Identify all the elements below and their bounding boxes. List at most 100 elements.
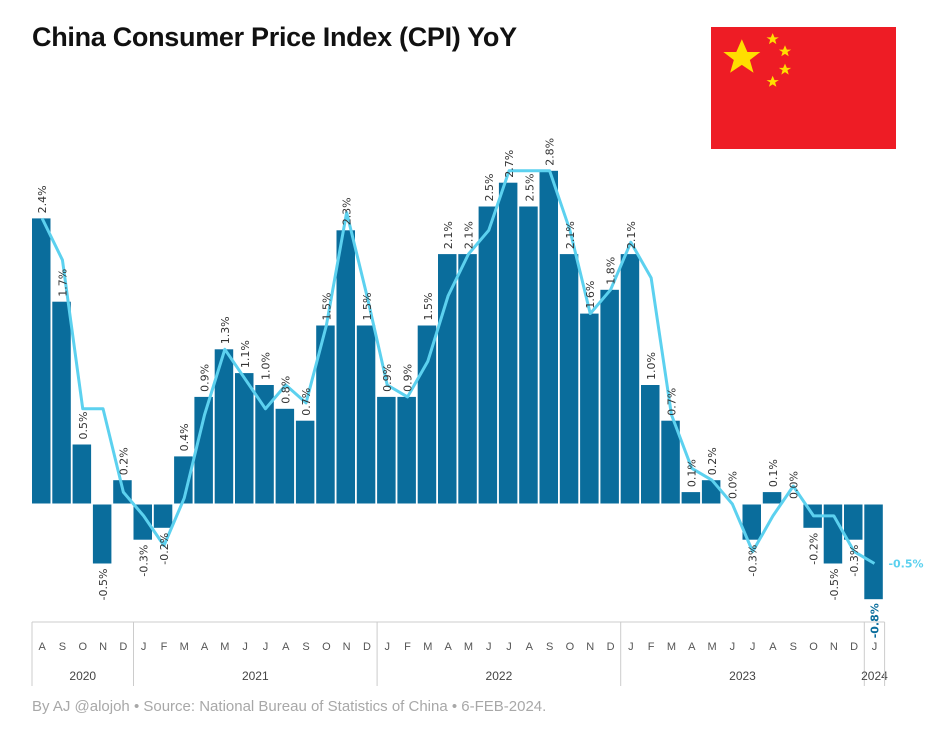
- source-footer: By AJ @alojoh • Source: National Bureau …: [32, 698, 547, 715]
- month-label-15: N: [343, 641, 351, 653]
- bar-16: [356, 325, 376, 504]
- year-label-2022: 2022: [486, 669, 513, 683]
- month-label-41: J: [872, 641, 878, 653]
- bar-32: [681, 492, 701, 504]
- month-label-30: F: [648, 641, 655, 653]
- value-label-27: 1.6%: [584, 281, 597, 309]
- month-label-36: A: [769, 641, 777, 653]
- month-label-20: A: [444, 641, 452, 653]
- value-label-30: 1.0%: [645, 352, 658, 380]
- month-label-17: J: [385, 641, 391, 653]
- value-label-33: 0.2%: [706, 447, 719, 475]
- month-label-32: A: [688, 641, 696, 653]
- value-label-16: 1.5%: [361, 293, 374, 321]
- month-label-24: A: [526, 641, 534, 653]
- value-label-26: 2.1%: [564, 221, 577, 249]
- value-label-11: 1.0%: [259, 352, 272, 380]
- chart-title: China Consumer Price Index (CPI) YoY: [32, 22, 517, 52]
- bar-29: [620, 254, 640, 504]
- bar-0: [32, 218, 51, 504]
- bar-14: [316, 325, 335, 504]
- month-label-37: S: [790, 641, 797, 653]
- value-label-39: -0.5%: [828, 569, 841, 601]
- bar-35: [742, 504, 761, 540]
- value-label-6: -0.2%: [158, 533, 171, 565]
- month-label-4: D: [119, 641, 127, 653]
- month-label-16: D: [363, 641, 371, 653]
- value-label-10: 1.1%: [239, 340, 252, 368]
- month-label-25: S: [546, 641, 553, 653]
- flag-small-star-4: [766, 75, 779, 87]
- bar-6: [153, 504, 173, 528]
- value-label-34: 0.0%: [726, 471, 739, 499]
- bar-41: [864, 504, 883, 600]
- value-label-24: 2.5%: [523, 174, 536, 202]
- bar-12: [275, 408, 295, 504]
- month-label-31: M: [667, 641, 676, 653]
- bar-9: [214, 349, 234, 504]
- bar-10: [235, 373, 254, 504]
- month-label-7: M: [180, 641, 189, 653]
- month-label-23: J: [506, 641, 512, 653]
- bar-25: [539, 170, 558, 505]
- bar-30: [641, 385, 660, 504]
- flag-small-star-1: [766, 33, 779, 45]
- bar-33: [701, 480, 721, 504]
- value-label-21: 2.1%: [462, 221, 475, 249]
- value-label-12: 0.8%: [280, 376, 293, 404]
- bar-23: [498, 182, 518, 504]
- bar-22: [478, 206, 498, 504]
- flag-large-star: [723, 39, 761, 73]
- bar-13: [295, 420, 315, 504]
- bar-26: [559, 254, 579, 504]
- value-label-3: -0.5%: [97, 569, 110, 601]
- value-label-13: 0.7%: [300, 388, 313, 416]
- value-label-37: 0.0%: [787, 471, 800, 499]
- flag-small-star-3: [778, 63, 792, 75]
- trend-line: [40, 169, 876, 565]
- bar-36: [762, 492, 782, 504]
- bar-21: [458, 254, 477, 504]
- year-label-2024: 2024: [861, 669, 888, 683]
- value-label-32: 0.1%: [686, 459, 699, 487]
- bar-3: [92, 504, 112, 564]
- value-label-0: 2.4%: [36, 185, 49, 213]
- month-label-33: M: [707, 641, 716, 653]
- month-label-19: M: [423, 641, 432, 653]
- bar-40: [844, 504, 863, 540]
- value-label-40: -0.3%: [848, 545, 861, 577]
- bar-17: [377, 396, 396, 504]
- value-label-20: 2.1%: [442, 221, 455, 249]
- bar-31: [661, 420, 680, 504]
- value-label-25: 2.8%: [544, 138, 557, 166]
- month-label-6: F: [161, 641, 168, 653]
- month-label-21: M: [464, 641, 473, 653]
- month-label-27: N: [586, 641, 594, 653]
- value-label-29: 2.1%: [625, 221, 638, 249]
- value-label-2: 0.5%: [77, 412, 90, 440]
- month-label-0: A: [38, 641, 46, 653]
- value-label-9: 1.3%: [219, 316, 232, 344]
- month-label-3: N: [99, 641, 107, 653]
- month-label-40: D: [850, 641, 858, 653]
- month-label-13: S: [302, 641, 309, 653]
- bar-24: [519, 206, 538, 504]
- value-label-19: 1.5%: [422, 293, 435, 321]
- value-labels-group: 2.4% 1.7% 0.5% -0.5% 0.2% -0.3% -0.2% 0.4% 0.9% 1…: [36, 138, 923, 638]
- month-label-29: J: [628, 641, 634, 653]
- value-label-4: 0.2%: [117, 447, 130, 475]
- month-label-28: D: [607, 641, 615, 653]
- month-label-18: F: [404, 641, 411, 653]
- value-label-23: 2.7%: [503, 150, 516, 178]
- value-label-35: -0.3%: [747, 545, 760, 577]
- bar-20: [438, 254, 457, 504]
- bars-group: [32, 170, 883, 600]
- month-label-9: M: [220, 641, 229, 653]
- bar-27: [580, 313, 599, 504]
- month-label-35: J: [750, 641, 756, 653]
- value-label-22: 2.5%: [483, 174, 496, 202]
- bar-11: [255, 385, 274, 504]
- value-label-5: -0.3%: [138, 545, 151, 577]
- month-label-26: O: [566, 641, 575, 653]
